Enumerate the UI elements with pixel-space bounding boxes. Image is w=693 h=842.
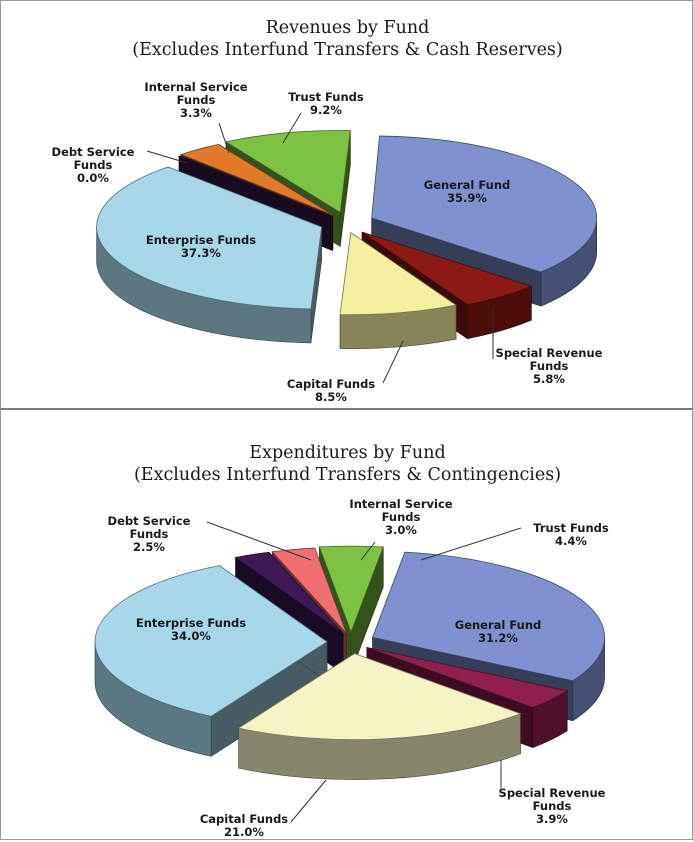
slice-name: Internal Service (144, 80, 247, 94)
slice-name: Funds (74, 158, 113, 172)
leader-line (290, 779, 327, 823)
slice-name: Debt Service (108, 514, 191, 528)
slice-name: General Fund (455, 618, 542, 632)
slice-value: 21.0% (224, 825, 264, 839)
slice-name: Enterprise Funds (146, 233, 256, 247)
slice-value: 31.2% (478, 631, 518, 645)
pie-slice-capital-funds (339, 231, 458, 349)
slice-value: 5.8% (533, 372, 565, 386)
slice-name: Trust Funds (288, 90, 364, 104)
pie-slice-enterprise-funds (96, 166, 323, 344)
slice-name: Trust Funds (533, 521, 609, 535)
slice-name: Special Revenue (499, 786, 606, 800)
slice-name: Funds (530, 359, 569, 373)
slice-value: 2.5% (133, 540, 165, 554)
chart-subtitle: (Excludes Interfund Transfers & Cash Res… (132, 40, 563, 60)
chart-title-text: Revenues by Fund (265, 18, 430, 38)
slice-name: Debt Service (52, 145, 135, 159)
slice-value: 35.9% (447, 191, 487, 205)
slice-name: Funds (382, 510, 421, 524)
chart-subtitle: (Excludes Interfund Transfers & Continge… (133, 465, 562, 485)
revenues-chart-panel: Revenues by Fund (Excludes Interfund Tra… (0, 0, 693, 420)
slice-name: Internal Service (349, 497, 452, 511)
slice-value: 3.3% (180, 106, 212, 120)
slice-name: Capital Funds (287, 377, 375, 391)
slice-value: 34.0% (171, 629, 211, 643)
slice-value: 8.5% (315, 390, 347, 404)
leader-line (420, 527, 522, 561)
slice-name: Funds (533, 799, 572, 813)
leader-line (218, 122, 230, 154)
chart-title-text: Expenditures by Fund (249, 443, 446, 463)
slice-value: 37.3% (181, 246, 221, 260)
pie-slice-capital-funds (237, 653, 522, 780)
slice-name: General Fund (424, 178, 511, 192)
slice-name: Funds (130, 527, 169, 541)
slice-name: Funds (177, 93, 216, 107)
slice-name: Enterprise Funds (136, 616, 246, 630)
expenditures-chart-panel: Expenditures by Fund (Excludes Interfund… (0, 408, 693, 840)
slice-value: 3.9% (536, 812, 568, 826)
chart-title: Expenditures by Fund (Excludes Interfund… (1, 442, 693, 486)
slice-name: Special Revenue (496, 346, 603, 360)
leader-line (360, 541, 376, 561)
leader-line (382, 340, 404, 384)
pie-slice-enterprise-funds (94, 565, 328, 757)
leader-line (282, 112, 302, 144)
slice-value: 4.4% (555, 534, 587, 548)
slice-value: 3.0% (385, 523, 417, 537)
slice-value: 0.0% (77, 171, 109, 185)
slice-name: Capital Funds (200, 812, 288, 826)
leader-line (146, 150, 188, 164)
chart-title: Revenues by Fund (Excludes Interfund Tra… (1, 17, 693, 61)
slice-value: 9.2% (310, 103, 342, 117)
leader-line (206, 521, 312, 561)
